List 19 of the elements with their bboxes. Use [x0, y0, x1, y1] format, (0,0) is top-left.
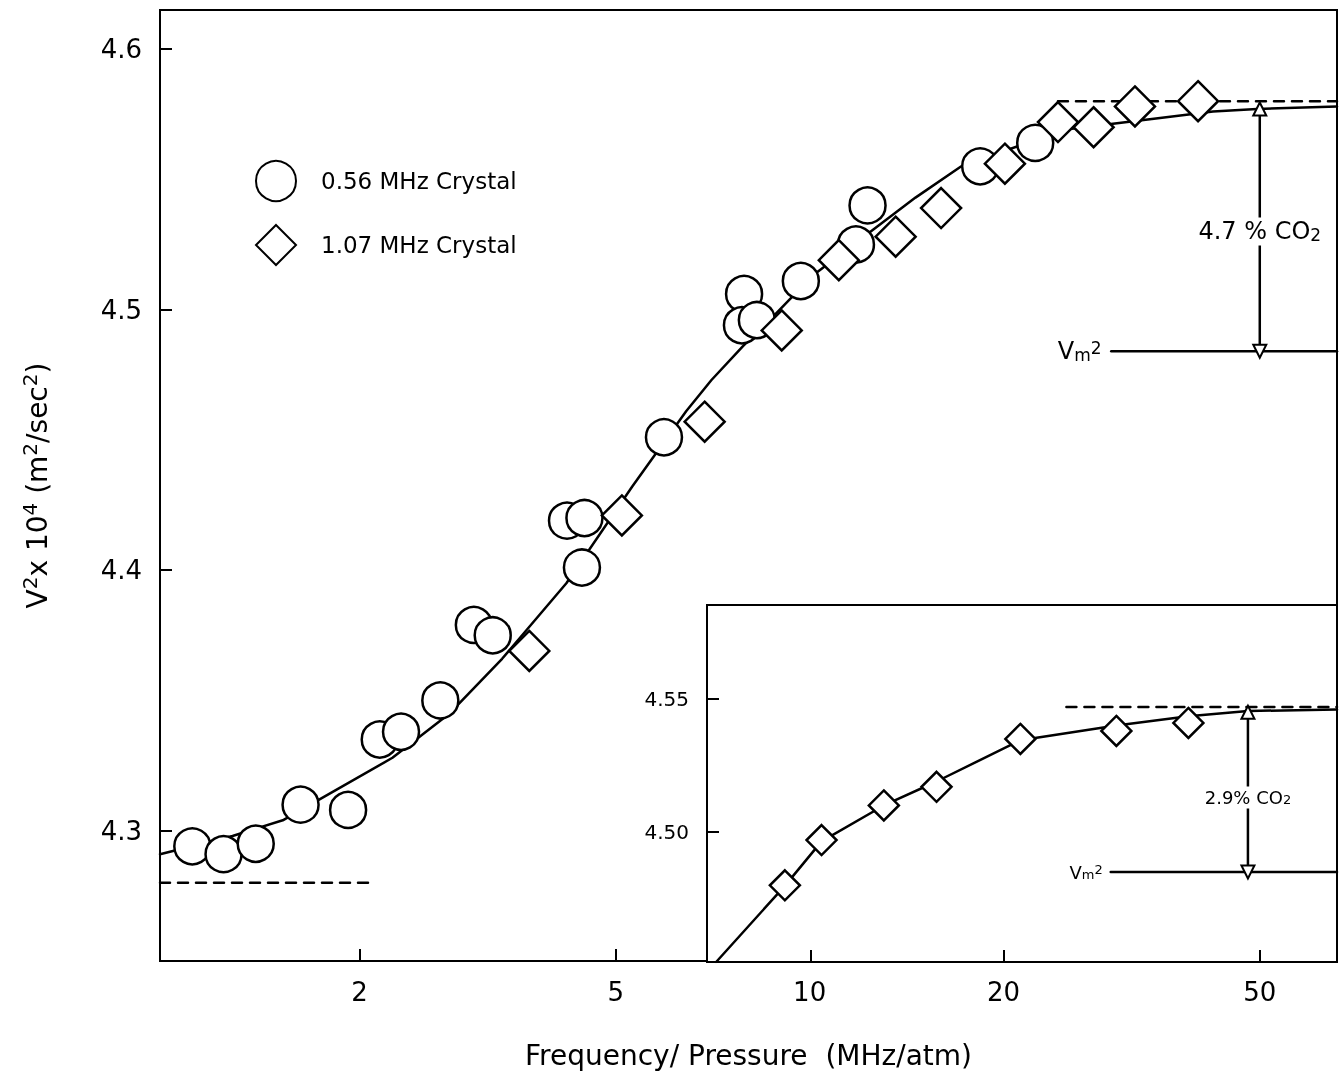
y-tick-label: 4.4	[100, 555, 142, 586]
x-tick-label: 2	[351, 977, 368, 1007]
annotation: 4.7 % CO2	[1198, 217, 1322, 246]
legend-label: 0.56 MHz Crystal	[321, 168, 517, 194]
y-tick-label: 4.5	[100, 294, 142, 325]
x-tick-label: 20	[986, 977, 1021, 1007]
text: V2x 104 (m2/sec2)	[18, 362, 54, 609]
annotation: Vm2	[1057, 337, 1102, 366]
y-tick-label: 4.50	[644, 820, 689, 845]
x-axis-title: Frequency/ Pressure (MHz/atm)	[525, 1038, 972, 1072]
legend-label: 1.07 MHz Crystal	[321, 232, 517, 258]
y-tick-label: 4.55	[644, 686, 689, 711]
x-tick-label: 50	[1243, 977, 1277, 1007]
y-tick-label: 4.6	[100, 34, 142, 65]
x-tick-label: 5	[607, 977, 625, 1007]
x-tick-label: 10	[793, 977, 827, 1007]
annotation: 2.9% CO2	[1204, 786, 1292, 808]
y-tick-label: 4.3	[100, 815, 142, 846]
annotation: Vm2	[1069, 861, 1103, 883]
